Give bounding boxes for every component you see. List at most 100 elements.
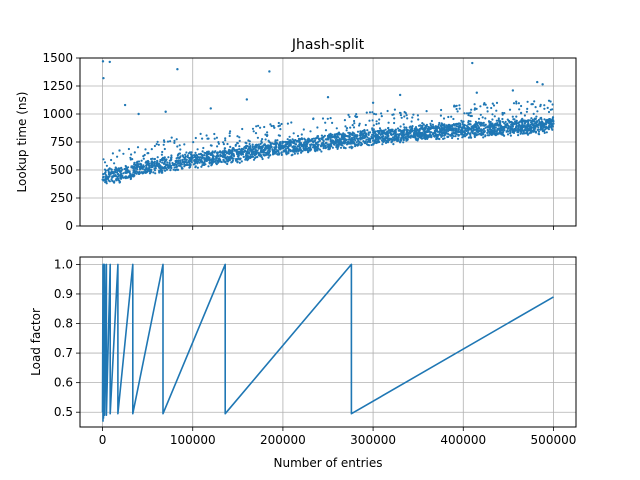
lookup-time-point [144,171,147,174]
lookup-time-point [374,137,377,140]
lookup-time-point [247,157,250,161]
lookup-time-point [430,119,433,123]
lookup-time-point [327,143,330,146]
lookup-time-point [312,137,316,140]
lookup-time-point [325,138,328,141]
lookup-time-point [268,154,271,157]
lookup-time-point [522,125,525,128]
lookup-time-point [277,121,280,125]
lookup-time-point [474,132,477,135]
lookup-time-point [469,114,472,118]
lookup-time-point [238,136,241,139]
lookup-time-point [288,135,291,138]
lookup-time-point [493,115,496,118]
lookup-time-point [255,125,258,128]
lookup-time-point [443,132,446,135]
lookup-time-point [361,130,364,133]
load-factor-ytick-label-1: 0.6 [54,376,73,390]
lookup-time-point [402,136,405,139]
lookup-time-point [151,162,154,165]
lookup-time-outlier-10 [245,98,249,101]
lookup-time-point [454,123,457,126]
lookup-time-point [230,161,233,164]
lookup-time-point [316,135,320,138]
lookup-time-point [329,140,332,143]
lookup-time-point [253,145,257,148]
lookup-time-point [120,166,123,169]
lookup-time-point [512,102,516,105]
lookup-time-point [367,133,370,136]
lookup-time-point [154,172,157,175]
lookup-time-point [286,138,289,141]
lookup-time-point [469,135,472,138]
lookup-time-point [429,124,432,127]
lookup-time-point [464,128,467,131]
lookup-time-point [381,131,384,134]
lookup-time-point [208,158,211,161]
lookup-time-point [245,146,248,150]
lookup-time-point [317,137,320,140]
lookup-time-point [170,154,173,157]
lookup-time-point [213,132,216,136]
lookup-time-point [403,110,406,114]
lookup-time-point [335,135,338,138]
lookup-time-point [526,123,529,126]
lookup-time-point [504,120,507,123]
lookup-time-point [156,161,159,164]
lookup-time-point [405,129,409,132]
load-factor-xtick-label-0: 0 [99,433,107,447]
lookup-time-point [473,103,476,106]
lookup-time-point [314,139,317,142]
lookup-time-point [526,100,529,103]
lookup-time-point [252,158,256,161]
lookup-time-point [235,150,238,153]
lookup-time-point [495,119,498,122]
lookup-time-point [328,135,331,138]
lookup-time-point [348,141,351,144]
lookup-time-point [347,135,350,138]
lookup-time-point [352,132,355,135]
lookup-time-point [425,131,428,134]
lookup-time-point [474,120,477,123]
lookup-time-point [328,133,331,136]
lookup-time-outlier-3 [176,68,179,71]
lookup-time-point [174,160,177,163]
load-factor-ytick-label-3: 0.8 [54,317,73,331]
lookup-time-point [489,122,492,125]
lookup-time-point [520,112,523,115]
lookup-time-point [447,129,450,133]
lookup-time-point [546,106,549,109]
lookup-time-outlier-16 [164,110,167,113]
lookup-time-point [405,139,409,142]
lookup-time-point [189,165,192,168]
lookup-time-point [393,117,396,120]
lookup-time-point [303,137,306,140]
lookup-time-point [316,126,319,129]
lookup-time-point [240,160,243,163]
lookup-time-point [302,128,305,131]
lookup-time-point [104,171,107,174]
lookup-time-point [199,156,202,159]
lookup-time-point [222,143,225,146]
lookup-time-point [116,175,119,178]
lookup-time-point [351,124,354,127]
lookup-time-point [545,127,548,130]
lookup-time-point [275,150,278,153]
lookup-time-point [284,147,288,150]
lookup-time-point [543,122,546,126]
lookup-time-point [537,130,541,133]
lookup-time-point [438,133,441,136]
lookup-time-point [107,170,110,174]
lookup-time-point [410,120,413,123]
lookup-time-point [395,135,398,138]
lookup-time-point [186,154,189,157]
lookup-time-point [503,112,506,115]
lookup-time-point [145,163,149,166]
lookup-time-point [192,141,195,144]
lookup-time-point [316,149,319,152]
lookup-time-point [450,115,453,118]
lookup-time-point [353,122,356,125]
lookup-time-point [518,128,522,131]
lookup-time-point [131,158,134,161]
lookup-time-point [168,162,171,165]
